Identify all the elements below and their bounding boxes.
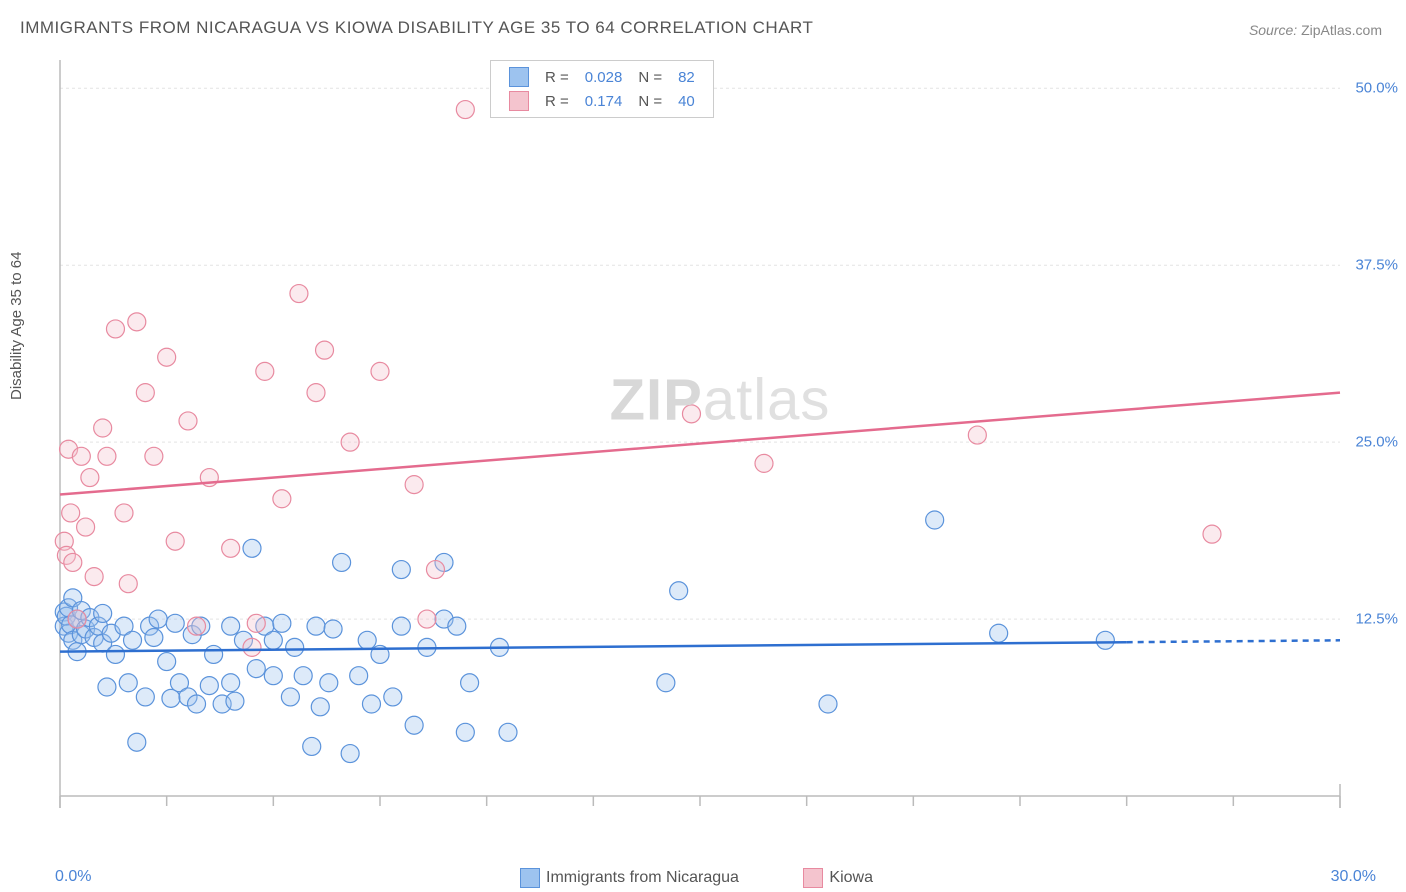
plot-svg bbox=[50, 56, 1372, 836]
n-label: N = bbox=[630, 65, 670, 89]
y-tick-label: 50.0% bbox=[1355, 80, 1398, 97]
y-tick-label: 37.5% bbox=[1355, 257, 1398, 274]
series-legend: Immigrants from Nicaragua Kiowa bbox=[520, 868, 933, 888]
y-tick-label: 25.0% bbox=[1355, 434, 1398, 451]
legend-row-series-2: R = 0.174 N = 40 bbox=[501, 89, 703, 113]
legend-swatch-series-2 bbox=[509, 91, 529, 111]
legend-item-series-2: Kiowa bbox=[803, 869, 903, 886]
y-axis-label: Disability Age 35 to 64 bbox=[8, 252, 25, 400]
chart-title: IMMIGRANTS FROM NICARAGUA VS KIOWA DISAB… bbox=[20, 18, 813, 38]
correlation-legend: R = 0.028 N = 82 R = 0.174 N = 40 bbox=[490, 60, 714, 118]
source-label: Source: bbox=[1249, 22, 1297, 38]
r-label: R = bbox=[537, 65, 577, 89]
r-value: 0.028 bbox=[577, 65, 631, 89]
legend-item-series-1: Immigrants from Nicaragua bbox=[520, 869, 773, 886]
x-axis-max-label: 30.0% bbox=[1331, 868, 1376, 886]
legend-swatch-series-1 bbox=[509, 67, 529, 87]
legend-label: Kiowa bbox=[829, 869, 873, 886]
source-attribution: Source: ZipAtlas.com bbox=[1249, 22, 1382, 38]
source-value: ZipAtlas.com bbox=[1301, 22, 1382, 38]
legend-row-series-1: R = 0.028 N = 82 bbox=[501, 65, 703, 89]
scatter-plot bbox=[50, 56, 1372, 836]
r-value: 0.174 bbox=[577, 89, 631, 113]
correlation-legend-table: R = 0.028 N = 82 R = 0.174 N = 40 bbox=[501, 65, 703, 113]
x-axis-min-label: 0.0% bbox=[55, 868, 91, 886]
n-value: 40 bbox=[670, 89, 703, 113]
n-value: 82 bbox=[670, 65, 703, 89]
legend-swatch-series-1 bbox=[520, 868, 540, 888]
legend-label: Immigrants from Nicaragua bbox=[546, 869, 739, 886]
n-label: N = bbox=[630, 89, 670, 113]
legend-swatch-series-2 bbox=[803, 868, 823, 888]
y-tick-label: 12.5% bbox=[1355, 611, 1398, 628]
r-label: R = bbox=[537, 89, 577, 113]
